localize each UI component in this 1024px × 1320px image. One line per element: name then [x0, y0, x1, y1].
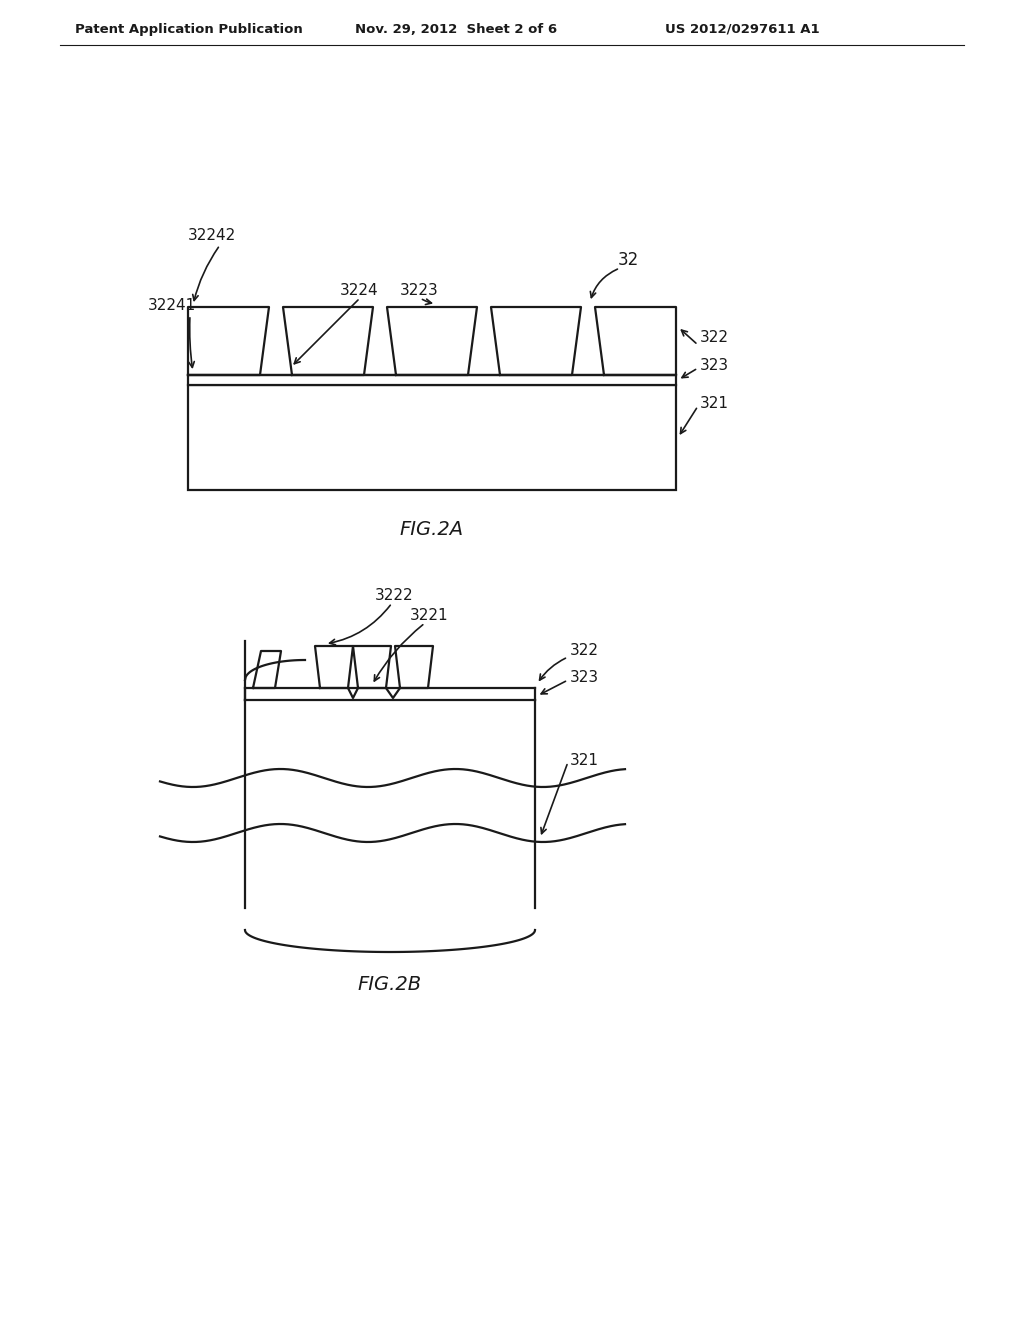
Text: 32242: 32242 [188, 228, 237, 243]
Text: 322: 322 [700, 330, 729, 345]
Text: 3221: 3221 [410, 609, 449, 623]
Text: Patent Application Publication: Patent Application Publication [75, 22, 303, 36]
Bar [188, 375, 676, 385]
Text: 3222: 3222 [375, 587, 414, 603]
Text: FIG.2A: FIG.2A [400, 520, 464, 539]
Text: 322: 322 [570, 643, 599, 657]
Text: 3223: 3223 [400, 282, 438, 298]
Text: 3224: 3224 [340, 282, 379, 298]
Text: 323: 323 [570, 671, 599, 685]
Text: 321: 321 [570, 752, 599, 768]
Text: FIG.2B: FIG.2B [358, 975, 422, 994]
Text: US 2012/0297611 A1: US 2012/0297611 A1 [665, 22, 819, 36]
Text: 323: 323 [700, 358, 729, 374]
Text: 32241: 32241 [148, 298, 197, 313]
Text: Nov. 29, 2012  Sheet 2 of 6: Nov. 29, 2012 Sheet 2 of 6 [355, 22, 557, 36]
Text: 32: 32 [618, 251, 639, 269]
Text: 321: 321 [700, 396, 729, 411]
Bar [188, 385, 676, 490]
